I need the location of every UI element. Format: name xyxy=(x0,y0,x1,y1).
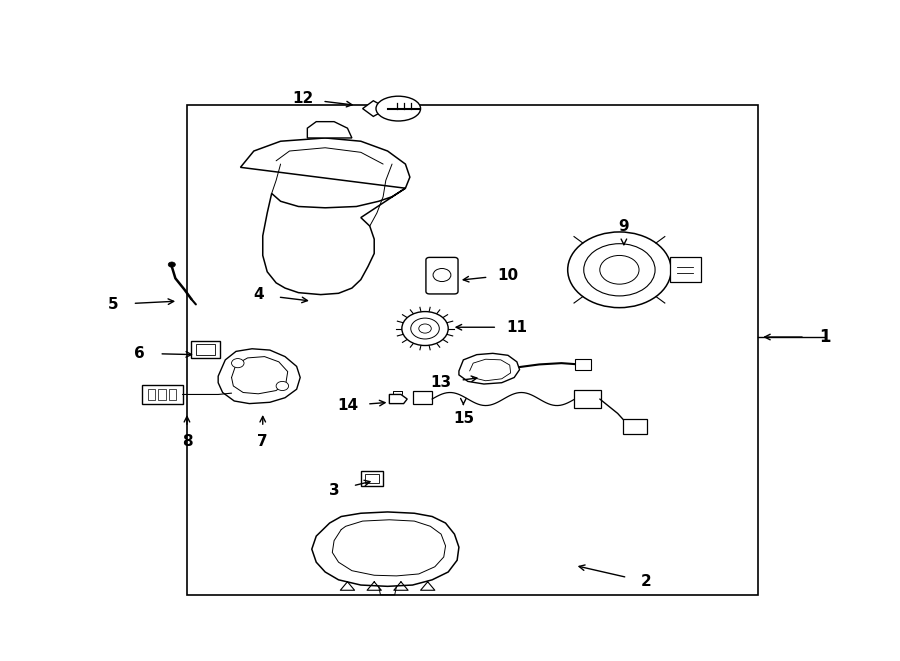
Bar xyxy=(361,471,383,486)
Circle shape xyxy=(168,262,176,267)
Text: 4: 4 xyxy=(253,287,264,302)
Text: 7: 7 xyxy=(257,434,268,449)
Circle shape xyxy=(568,232,671,307)
Bar xyxy=(187,105,758,595)
Bar xyxy=(575,359,591,369)
Text: 12: 12 xyxy=(292,91,313,106)
Circle shape xyxy=(276,381,289,391)
Text: 14: 14 xyxy=(337,398,358,413)
Polygon shape xyxy=(459,354,519,384)
Circle shape xyxy=(401,311,448,346)
Bar xyxy=(365,474,379,483)
Ellipse shape xyxy=(376,97,420,121)
Text: 6: 6 xyxy=(134,346,145,361)
Bar xyxy=(412,391,432,404)
FancyBboxPatch shape xyxy=(574,390,600,408)
FancyBboxPatch shape xyxy=(426,257,458,294)
Polygon shape xyxy=(311,512,459,586)
Circle shape xyxy=(433,268,451,282)
Polygon shape xyxy=(218,349,301,404)
Polygon shape xyxy=(390,395,407,404)
Text: 8: 8 xyxy=(182,434,193,449)
Circle shape xyxy=(231,358,244,368)
Text: 2: 2 xyxy=(641,574,652,589)
Text: 5: 5 xyxy=(108,297,118,312)
Bar xyxy=(148,389,155,401)
Text: 10: 10 xyxy=(498,268,518,282)
Circle shape xyxy=(599,255,639,284)
FancyBboxPatch shape xyxy=(670,257,700,282)
Text: 1: 1 xyxy=(819,328,831,346)
Circle shape xyxy=(418,324,431,333)
Polygon shape xyxy=(307,122,352,138)
Text: 15: 15 xyxy=(453,411,474,426)
Polygon shape xyxy=(363,100,388,116)
Bar xyxy=(169,389,176,401)
Text: 3: 3 xyxy=(328,483,339,498)
FancyBboxPatch shape xyxy=(623,419,647,434)
Circle shape xyxy=(584,244,655,296)
Bar xyxy=(142,385,183,404)
Text: 13: 13 xyxy=(430,375,452,390)
Bar xyxy=(192,341,220,358)
Bar xyxy=(158,389,166,401)
Bar xyxy=(196,344,215,355)
Circle shape xyxy=(410,318,439,339)
Text: 9: 9 xyxy=(618,219,629,233)
Polygon shape xyxy=(240,138,410,295)
Text: 11: 11 xyxy=(507,320,527,334)
